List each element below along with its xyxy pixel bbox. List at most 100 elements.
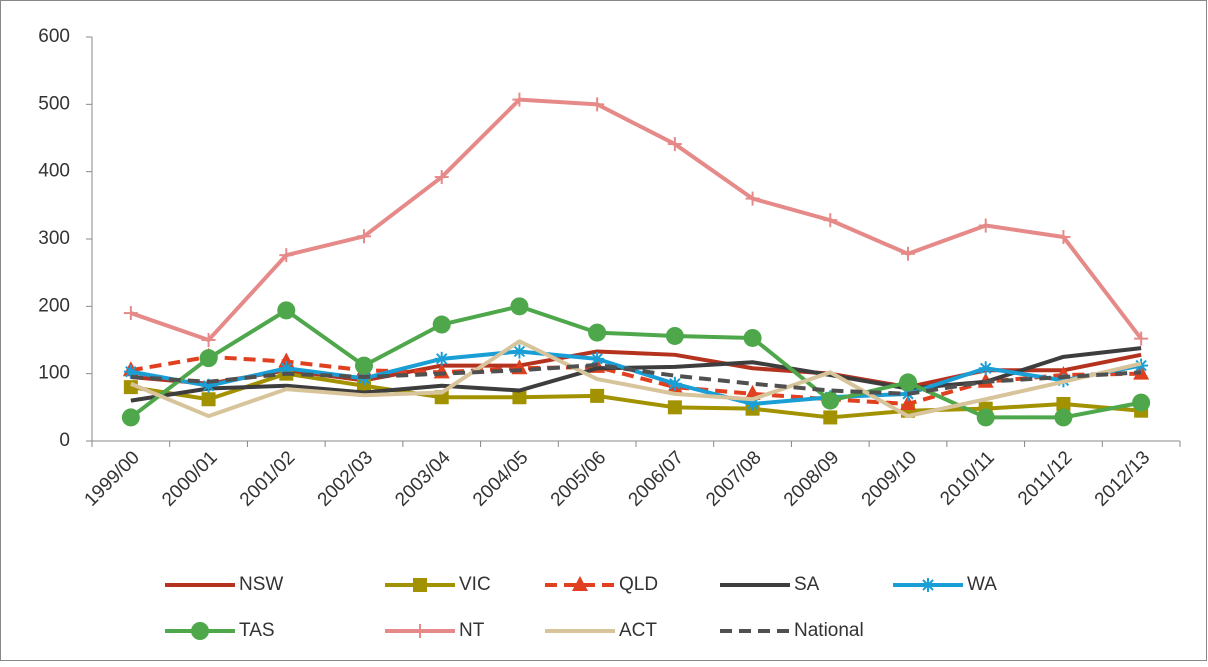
- marker: [821, 391, 840, 410]
- marker: [355, 356, 373, 375]
- marker-circle: [510, 297, 529, 316]
- y-tick-label: 100: [38, 363, 70, 384]
- marker: [413, 578, 427, 592]
- marker-circle: [588, 323, 607, 342]
- marker: [121, 408, 140, 427]
- marker: [978, 218, 993, 233]
- marker-stroke: [746, 398, 759, 410]
- marker-circle: [355, 356, 373, 375]
- marker: [667, 400, 682, 415]
- marker: [434, 170, 449, 185]
- marker: [590, 97, 605, 112]
- y-tick-label: 200: [38, 295, 70, 316]
- marker: [667, 376, 682, 391]
- y-tick-label: 600: [38, 26, 70, 47]
- marker-circle: [277, 301, 296, 320]
- y-tick-label: 300: [38, 228, 70, 249]
- marker: [667, 137, 682, 152]
- series-line: [130, 97, 1143, 342]
- marker: [512, 390, 527, 405]
- marker-circle: [1132, 393, 1151, 412]
- marker: [199, 349, 218, 368]
- marker-circle: [191, 622, 209, 640]
- legend-label: VIC: [459, 574, 491, 595]
- marker: [510, 297, 529, 316]
- marker: [123, 364, 138, 379]
- marker: [279, 248, 294, 263]
- legend-label: WA: [967, 574, 997, 595]
- series-line: [130, 349, 1142, 406]
- series-line: [129, 304, 1142, 420]
- marker: [191, 622, 209, 640]
- marker: [201, 392, 216, 407]
- marker-stroke: [125, 365, 137, 378]
- marker-square: [1056, 396, 1071, 411]
- marker-circle: [199, 349, 218, 368]
- marker-square: [413, 578, 427, 592]
- marker-stroke: [980, 362, 992, 374]
- marker-circle: [1054, 408, 1073, 427]
- marker: [901, 246, 915, 261]
- marker: [590, 388, 605, 403]
- marker-square: [512, 390, 527, 405]
- legend-label: NSW: [239, 574, 283, 595]
- marker-circle: [665, 326, 684, 345]
- marker-stroke: [513, 345, 526, 358]
- marker: [512, 344, 527, 359]
- marker: [434, 351, 449, 366]
- marker: [921, 578, 935, 592]
- marker: [432, 315, 451, 334]
- legend-label: NT: [459, 620, 485, 641]
- marker: [1056, 396, 1071, 411]
- marker: [976, 408, 995, 427]
- legend-label: QLD: [619, 574, 658, 595]
- marker: [1054, 408, 1073, 427]
- legend-label: SA: [794, 574, 820, 595]
- legend-label: ACT: [619, 620, 657, 641]
- marker: [201, 333, 216, 347]
- marker-triangle: [572, 576, 588, 591]
- marker: [277, 301, 296, 320]
- marker-stroke: [436, 353, 448, 365]
- marker-square: [823, 410, 838, 425]
- marker-circle: [821, 391, 840, 410]
- marker: [123, 306, 138, 321]
- marker: [823, 410, 838, 425]
- marker-circle: [976, 408, 995, 427]
- marker: [899, 373, 917, 392]
- marker: [413, 624, 427, 638]
- marker: [512, 92, 527, 107]
- y-tick-label: 0: [59, 430, 70, 451]
- marker: [743, 328, 762, 347]
- marker-stroke: [591, 353, 603, 365]
- marker-circle: [432, 315, 451, 334]
- marker: [978, 361, 993, 376]
- marker-triangle: [900, 394, 916, 410]
- y-tick-label: 400: [38, 161, 70, 182]
- legend-label: TAS: [239, 620, 275, 641]
- legend-label: National: [794, 620, 864, 641]
- marker: [588, 323, 607, 342]
- marker-stroke: [922, 579, 934, 591]
- marker: [745, 191, 760, 206]
- marker-circle: [121, 408, 140, 427]
- marker: [1134, 331, 1149, 346]
- marker: [1132, 393, 1151, 412]
- marker-circle: [899, 373, 917, 392]
- series-line: [130, 371, 1142, 420]
- marker-circle: [743, 328, 762, 347]
- marker: [1056, 229, 1071, 244]
- series-line: [130, 362, 1142, 396]
- marker-square: [667, 400, 682, 415]
- marker-square: [201, 392, 216, 407]
- marker: [900, 394, 916, 410]
- marker: [572, 576, 588, 591]
- marker: [823, 213, 838, 228]
- series-line: [130, 339, 1142, 419]
- y-tick-label: 500: [38, 93, 70, 114]
- marker-stroke: [280, 362, 292, 374]
- marker-square: [590, 388, 605, 403]
- marker: [665, 326, 684, 345]
- marker-stroke: [669, 378, 681, 390]
